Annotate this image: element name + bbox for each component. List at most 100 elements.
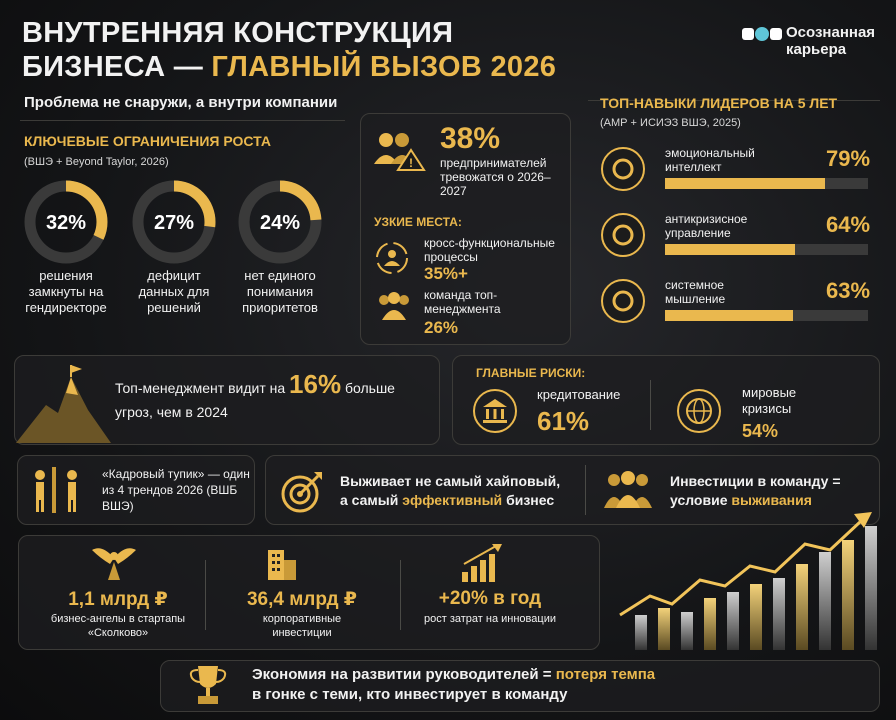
mountain-icon: [16, 365, 111, 443]
people-warning-icon: !: [374, 133, 426, 171]
section-title: УЗКИЕ МЕСТА:: [374, 215, 462, 229]
icon-ring: [601, 279, 645, 323]
section-title: КЛЮЧЕВЫЕ ОГРАНИЧЕНИЯ РОСТА: [24, 133, 271, 149]
ring-text: дефицит данных для решений: [138, 268, 210, 315]
survival-before: Выживает не самый хайповый, а самый: [340, 473, 561, 508]
footer-before: Экономия на развитии руководителей =: [252, 666, 552, 683]
team-icon: [379, 292, 409, 320]
bottleneck-value: 35%+: [424, 264, 468, 283]
source: (ВШЭ + Beyond Taylor, 2026): [24, 156, 169, 168]
skill-name: антикризисное управление: [665, 212, 748, 240]
anxiety-text: предпринимателей тревожатся о 2026–2027: [440, 156, 551, 198]
icon-core: [612, 158, 634, 180]
title-line: БИЗНЕСА — ГЛАВНЫЙ ВЫЗОВ 2026: [22, 50, 556, 84]
subtitle: Проблема не снаружи, а внутри компании: [24, 94, 338, 111]
deadlock-icon: [35, 467, 77, 513]
ring-label: 27%: [154, 212, 194, 234]
money-value: +20% в год: [438, 588, 542, 609]
skill-bar: [665, 310, 793, 321]
footer-highlight: потеря темпа: [555, 666, 656, 683]
threats-value: 16%: [289, 369, 342, 399]
skill-icon: [601, 213, 645, 257]
trophy-icon: [189, 666, 227, 704]
hr-text: «Кадровый тупик» — один из 4 трендов 202…: [102, 467, 250, 513]
bottleneck-value: 26%: [424, 318, 459, 337]
section-title: ТОП-НАВЫКИ ЛИДЕРОВ НА 5 ЛЕТ: [600, 95, 838, 111]
ring-label: 32%: [46, 212, 86, 234]
ring-arc: [24, 180, 108, 264]
title: ВНУТРЕННЯЯ КОНСТРУКЦИЯ БИЗНЕСА — ГЛАВНЫЙ…: [22, 16, 556, 84]
skill-bar: [665, 244, 795, 255]
logo-icon: [742, 27, 782, 41]
survival-highlight: эффективный: [402, 492, 503, 508]
svg-text:!: !: [409, 156, 413, 170]
money-text: рост затрат на инновации: [424, 613, 556, 625]
skill-name: системное мышление: [665, 278, 726, 306]
divider: [650, 380, 651, 430]
decorative-growth-chart: [619, 512, 877, 650]
divider: [205, 560, 206, 630]
skill-icon: [601, 147, 645, 191]
target-icon: [281, 472, 322, 513]
money-text: корпоративные инвестиции: [262, 613, 342, 639]
bottleneck-text: команда топ-менеджмента: [424, 288, 501, 316]
globe-icon: [677, 389, 721, 433]
logo-text: Осознанная карьера: [786, 24, 876, 58]
skills-panel: [588, 100, 880, 346]
hr-card: [17, 455, 255, 525]
skill-value: 63%: [826, 278, 871, 303]
skill-icon: [601, 279, 645, 323]
money-text: бизнес-ангелы в стартапы «Сколково»: [50, 613, 186, 639]
risks-card: [452, 355, 880, 445]
footer-card: [160, 660, 880, 712]
title-part: БИЗНЕСА —: [22, 51, 204, 83]
growth-panel: [20, 120, 345, 346]
skill-bar: [665, 178, 826, 189]
icon-core: [612, 224, 634, 246]
source: (АМР + ИСИЭЗ ВШЭ, 2025): [600, 117, 741, 129]
bottleneck-text: кросс-функциональные процессы: [424, 236, 555, 264]
icon-ring: [601, 213, 645, 257]
ring-arc: [238, 180, 322, 264]
angel-icon: [92, 548, 136, 580]
risk-value: 61%: [537, 406, 590, 436]
rings: 32% 27% 24%: [24, 180, 322, 264]
risk-name: кредитование: [537, 387, 621, 402]
invest-before: Инвестиции в команду = условие: [670, 473, 841, 508]
risk-name: мировые кризисы: [742, 385, 797, 416]
divider: [400, 560, 401, 630]
process-icon: [376, 242, 408, 274]
anxiety-value: 38%: [440, 122, 501, 155]
invest-text: Инвестиции в команду = условие выживания: [670, 472, 860, 510]
anxiety-card: [360, 113, 571, 345]
threats-before: Топ-менеджмент видит на: [115, 380, 286, 396]
survival-card: [265, 455, 880, 525]
ring-text: решения замкнуты на гендиректоре: [25, 268, 107, 315]
threats-after: больше угроз, чем в 2024: [115, 380, 395, 420]
footer-after: в гонке с теми, кто инвестирует в команд…: [252, 686, 568, 703]
ring-text: нет единого понимания приоритетов: [242, 268, 318, 315]
icon-ring: [601, 147, 645, 191]
team-icon: [604, 471, 652, 508]
growth-icon: [462, 544, 502, 582]
skill-value: 79%: [826, 146, 871, 171]
survival-after: бизнес: [506, 492, 555, 508]
section-title: ГЛАВНЫЕ РИСКИ:: [476, 366, 586, 380]
footer-text: Экономия на развитии руководителей = пот…: [252, 665, 852, 705]
money-value: 1,1 млрд ₽: [68, 589, 168, 610]
building-icon: [268, 550, 296, 580]
title-highlight: ГЛАВНЫЙ ВЫЗОВ 2026: [211, 51, 557, 83]
ring-label: 24%: [260, 212, 300, 234]
bank-icon: [473, 389, 517, 433]
title-line: ВНУТРЕННЯЯ КОНСТРУКЦИЯ: [22, 17, 454, 49]
invest-highlight: выживания: [731, 492, 812, 508]
ring-arc: [132, 180, 216, 264]
risk-value: 54%: [742, 421, 779, 441]
threats-text: Топ-менеджмент видит на 16% больше угроз…: [115, 369, 435, 424]
skill-name: эмоциональный интеллект: [665, 146, 755, 174]
skill-value: 64%: [826, 212, 871, 237]
icon-core: [612, 290, 634, 312]
divider: [585, 465, 586, 515]
